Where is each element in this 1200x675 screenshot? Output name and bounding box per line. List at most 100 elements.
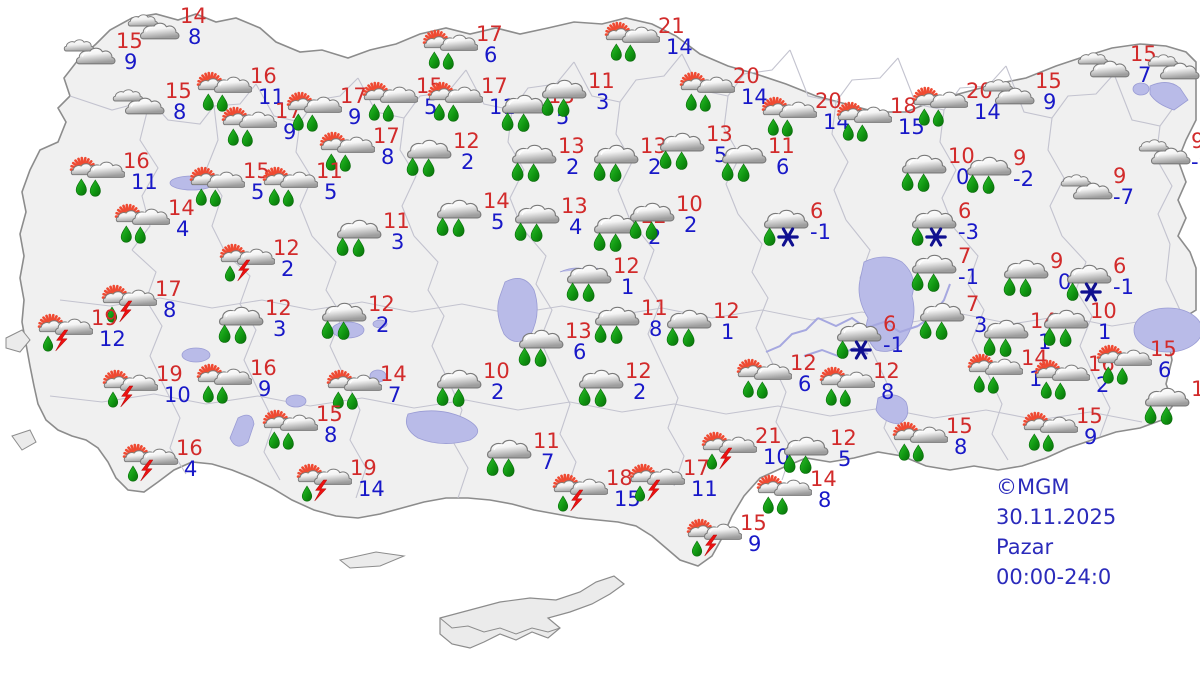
rain-drop-icon bbox=[89, 179, 101, 197]
min-temperature: -3 bbox=[958, 220, 979, 244]
max-temperature: 11 bbox=[383, 209, 410, 233]
cloud-icon bbox=[984, 358, 1024, 375]
max-temperature: 15 bbox=[165, 79, 192, 103]
cloud-icon bbox=[578, 369, 624, 389]
temperature-pair: 6 -3 bbox=[956, 201, 1010, 245]
rain-drop-icon bbox=[202, 93, 214, 111]
max-temperature: 15 bbox=[1076, 404, 1103, 428]
rain-drop-icon bbox=[1019, 278, 1032, 297]
rain-drop-icon bbox=[541, 97, 554, 116]
cloud-rain-icon bbox=[211, 302, 267, 344]
cloud-rain-icon bbox=[776, 432, 832, 474]
rain-drop-icon bbox=[629, 220, 642, 239]
cloud-icon-small bbox=[1077, 52, 1109, 65]
cloud-icon bbox=[778, 101, 818, 118]
max-temperature: 21 bbox=[658, 14, 685, 38]
temperature-pair: 16 4 bbox=[174, 438, 228, 482]
rain-drop-icon bbox=[1003, 277, 1016, 296]
rain-drop-icon bbox=[982, 175, 995, 194]
rain-drop-icon bbox=[742, 380, 754, 398]
snowflake-icon bbox=[925, 227, 947, 247]
max-temperature: 10 bbox=[676, 192, 703, 216]
rain-drop-icon bbox=[839, 389, 851, 407]
rain-drop-icon bbox=[675, 151, 688, 170]
aegean-islands bbox=[5, 329, 406, 569]
cloud-icon bbox=[621, 26, 661, 43]
rain-drop-icon bbox=[932, 109, 944, 127]
rain-drop-icon bbox=[666, 327, 679, 346]
max-temperature: 14 bbox=[380, 362, 407, 386]
lightning-icon bbox=[120, 385, 134, 408]
sun-cloud-rain-icon bbox=[319, 130, 376, 172]
max-temperature: 12 bbox=[625, 359, 652, 383]
sun-cloud-thunder-icon bbox=[552, 472, 609, 512]
min-temperature: 2 bbox=[566, 155, 580, 179]
lightning-icon bbox=[140, 459, 154, 482]
max-temperature: 12 bbox=[368, 292, 395, 316]
rain-drop-icon bbox=[737, 163, 750, 182]
cloud-icon bbox=[336, 219, 382, 239]
snowflake-icon bbox=[850, 340, 872, 360]
min-temperature: 2 bbox=[684, 213, 698, 237]
rain-drop-icon bbox=[452, 388, 465, 407]
cloud-icon bbox=[1051, 364, 1091, 381]
max-temperature: 17 bbox=[373, 124, 400, 148]
temperature-pair: 11 3 bbox=[586, 71, 640, 115]
cloud-icon bbox=[514, 204, 560, 224]
min-temperature: 4 bbox=[569, 215, 583, 239]
sun-cloud-rain-icon bbox=[967, 352, 1024, 394]
rain-drop-icon bbox=[1102, 366, 1114, 384]
rain-drop-icon bbox=[1066, 282, 1079, 301]
cloud-icon bbox=[62, 35, 118, 75]
rain-drop-icon bbox=[436, 387, 449, 406]
rain-drop-icon bbox=[202, 385, 214, 403]
cloud-icon bbox=[981, 75, 1037, 115]
cloud-rain-icon bbox=[559, 260, 615, 302]
cloud-icon bbox=[111, 85, 167, 125]
min-temperature: 7 bbox=[541, 450, 555, 474]
temperature-pair: 11 6 bbox=[766, 136, 820, 180]
min-temperature: 9 bbox=[348, 105, 362, 129]
min-temperature: 6 bbox=[484, 43, 498, 67]
rain-drop-icon bbox=[502, 458, 515, 477]
temperature-pair: 14 8 bbox=[178, 6, 232, 50]
cloud-icon-small bbox=[1147, 54, 1179, 67]
max-temperature: 15 bbox=[1035, 69, 1062, 93]
rain-drop-icon bbox=[593, 232, 606, 251]
max-temperature: 12 bbox=[873, 359, 900, 383]
temperature-pair: 11 7 bbox=[531, 431, 585, 475]
cloud-rain-icon bbox=[714, 140, 770, 182]
sun-cloud-rain-icon bbox=[362, 80, 419, 122]
cloud-rain-icon bbox=[586, 210, 642, 252]
min-temperature: 2 bbox=[461, 150, 475, 174]
temperature-pair: 16 11 bbox=[121, 151, 175, 195]
cloud-icon bbox=[126, 10, 182, 50]
rain-drop-icon bbox=[935, 321, 948, 340]
cloud-icon bbox=[444, 86, 484, 103]
day-name-label: Pazar bbox=[996, 535, 1054, 559]
rain-drop-icon bbox=[282, 189, 294, 207]
max-temperature: 11 bbox=[588, 69, 615, 93]
rain-drop-icon bbox=[442, 52, 454, 70]
temperature-pair: 12 1 bbox=[611, 256, 665, 300]
sun-cloud-rain-icon bbox=[196, 362, 253, 404]
temperature-pair: 19 14 bbox=[348, 458, 402, 502]
rain-drop-icon bbox=[292, 113, 304, 131]
min-temperature: 8 bbox=[954, 435, 968, 459]
max-temperature: 6 bbox=[958, 199, 972, 223]
cloud-snow-icon bbox=[1059, 260, 1115, 302]
min-temperature: 4 bbox=[176, 217, 190, 241]
cloud-icon bbox=[836, 322, 882, 342]
sun-cloud-rain-icon bbox=[1022, 410, 1079, 452]
rain-drop-icon bbox=[224, 265, 236, 282]
cloud-icon bbox=[853, 106, 893, 123]
cloud-icon bbox=[406, 139, 452, 159]
cloud-icon bbox=[486, 439, 532, 459]
rain-drop-icon bbox=[609, 163, 622, 182]
snowflake-icon bbox=[777, 227, 799, 247]
cloud-rain-icon bbox=[429, 195, 485, 237]
temperature-pair: 6 -1 bbox=[808, 201, 862, 245]
max-temperature: 10 bbox=[483, 359, 510, 383]
rain-drop-icon bbox=[1028, 433, 1040, 451]
